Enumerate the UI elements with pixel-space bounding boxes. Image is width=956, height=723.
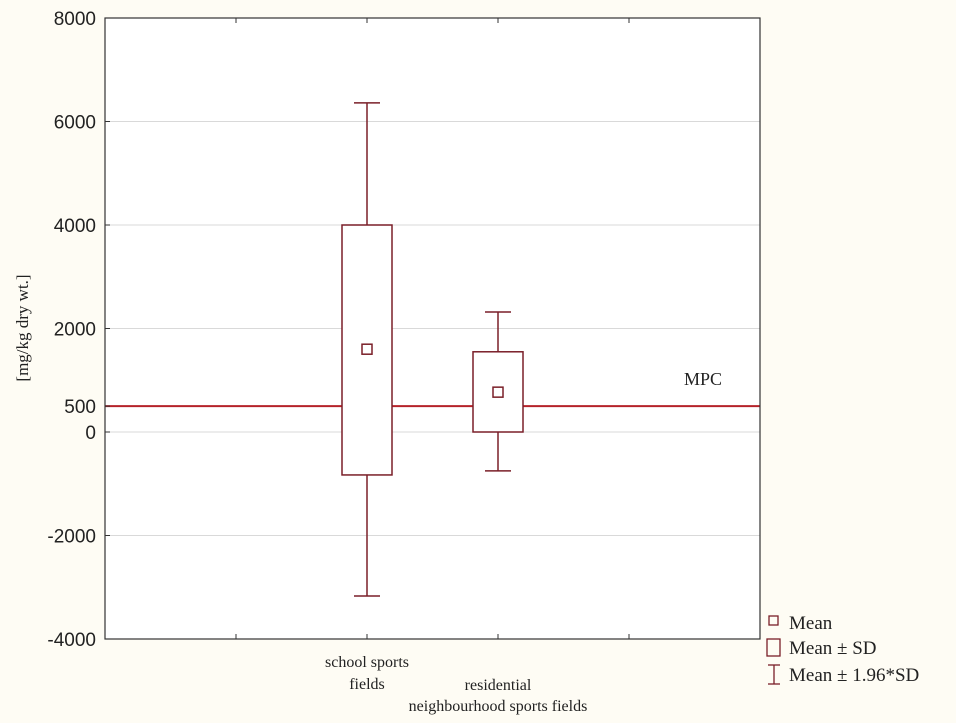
mean-marker: [492, 386, 504, 398]
x-category-label: fields: [349, 676, 385, 693]
y-axis: -4000 -2000 0 500 2000 4000 6000 8000: [47, 9, 110, 651]
box-school-sports-fields: [341, 102, 393, 597]
y-tick-label: 500: [64, 397, 96, 418]
mpc-label: MPC: [684, 369, 722, 389]
x-category-label: residential: [465, 677, 532, 694]
y-tick-label: -2000: [47, 527, 96, 548]
y-tick-label: 0: [85, 423, 96, 444]
y-tick-label: 2000: [54, 320, 96, 341]
x-axis: school sports fields residential neighbourh…: [235, 18, 630, 715]
legend-label: Mean ± 1.96*SD: [789, 665, 919, 686]
mean-marker: [361, 343, 373, 355]
y-tick-label: -4000: [47, 630, 96, 651]
x-category-label: neighbourhood sports fields: [409, 698, 588, 715]
legend-label: Mean: [789, 613, 833, 634]
box-series: [341, 102, 524, 597]
box-residential-sports-fields: [472, 311, 524, 472]
legend-mean-icon: [768, 615, 779, 626]
legend-sd-icon: [766, 638, 781, 657]
y-tick-label: 4000: [54, 216, 96, 237]
legend: Mean Mean ± SD Mean ± 1.96*SD: [766, 613, 919, 686]
sd-box: [341, 224, 393, 476]
x-category-label: school sports: [325, 654, 409, 671]
y-tick-label: 6000: [54, 113, 96, 134]
plot-area: [104, 17, 761, 640]
y-axis-label: [mg/kg dry wt.]: [13, 274, 32, 381]
legend-label: Mean ± SD: [789, 638, 876, 659]
y-tick-label: 8000: [54, 9, 96, 30]
